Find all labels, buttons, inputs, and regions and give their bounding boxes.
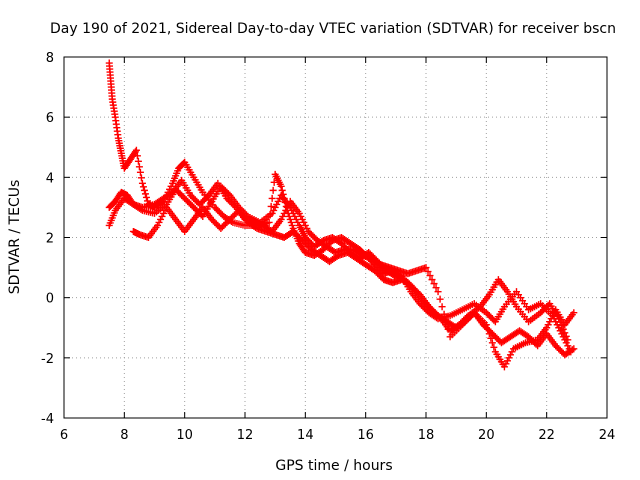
x-tick-label: 6 xyxy=(60,428,68,443)
data-point-interp xyxy=(438,303,446,311)
data-point-interp xyxy=(562,332,570,340)
data-point-interp xyxy=(432,284,440,292)
data-point-interp xyxy=(142,193,150,201)
series-track-a xyxy=(105,59,575,356)
data-point xyxy=(132,146,140,154)
axis-ticks xyxy=(63,56,608,419)
data-point-interp xyxy=(428,276,436,284)
x-tick-label: 10 xyxy=(176,428,193,443)
data-point-interp xyxy=(136,168,144,176)
x-axis-label: GPS time / hours xyxy=(275,458,392,474)
x-tick-label: 8 xyxy=(120,428,128,443)
data-point xyxy=(265,218,273,226)
data-point-interp xyxy=(268,194,276,202)
data-point-interp xyxy=(134,157,142,165)
data-point-interp xyxy=(139,183,147,191)
y-axis-label: SDTVAR / TECUs xyxy=(7,180,23,295)
y-tick-label: 0 xyxy=(46,292,54,307)
data-point xyxy=(570,345,578,353)
data-point xyxy=(434,288,442,296)
data-point xyxy=(277,182,285,190)
data-point xyxy=(570,309,578,317)
y-tick-label: -2 xyxy=(41,352,54,367)
data-point-interp xyxy=(568,346,576,354)
data-points xyxy=(105,59,578,371)
x-tick-label: 14 xyxy=(297,428,314,443)
data-point-interp xyxy=(426,272,434,280)
y-tick-label: 8 xyxy=(46,51,54,66)
x-tick-label: 22 xyxy=(538,428,555,443)
data-point-interp xyxy=(490,343,498,351)
y-tick-label: -4 xyxy=(41,412,54,427)
data-point-interp xyxy=(137,174,145,182)
data-point xyxy=(138,179,146,187)
data-point-interp xyxy=(488,339,496,347)
data-point-interp xyxy=(143,197,151,205)
data-point-interp xyxy=(140,186,148,194)
series-track-d xyxy=(129,203,578,359)
data-point-interp xyxy=(131,148,139,156)
data-point-interp xyxy=(278,186,286,194)
data-point-interp xyxy=(267,202,275,210)
data-point-interp xyxy=(436,295,444,303)
y-tick-label: 2 xyxy=(46,232,54,247)
data-point-interp xyxy=(203,193,211,201)
x-tick-label: 24 xyxy=(599,428,616,443)
x-tick-label: 20 xyxy=(478,428,495,443)
data-point-interp xyxy=(424,268,432,276)
series-track-b xyxy=(105,182,572,344)
data-point xyxy=(564,336,572,344)
data-point xyxy=(422,264,430,272)
grid xyxy=(64,57,607,418)
data-point-interp xyxy=(430,280,438,288)
data-point-interp xyxy=(444,325,452,333)
x-tick-label: 16 xyxy=(357,428,374,443)
x-tick-label: 18 xyxy=(418,428,435,443)
data-point-interp xyxy=(414,289,422,297)
data-point-interp xyxy=(559,325,567,333)
y-tick-label: 4 xyxy=(46,171,54,186)
y-tick-label: 6 xyxy=(46,111,54,126)
data-point-interp xyxy=(141,190,149,198)
data-point-interp xyxy=(269,186,277,194)
data-point-interp xyxy=(230,202,238,210)
data-point-interp xyxy=(561,329,569,337)
data-point-interp xyxy=(135,163,143,171)
data-point-interp xyxy=(133,152,141,160)
x-tick-label: 12 xyxy=(237,428,254,443)
chart-title: Day 190 of 2021, Sidereal Day-to-day VTE… xyxy=(50,21,616,37)
